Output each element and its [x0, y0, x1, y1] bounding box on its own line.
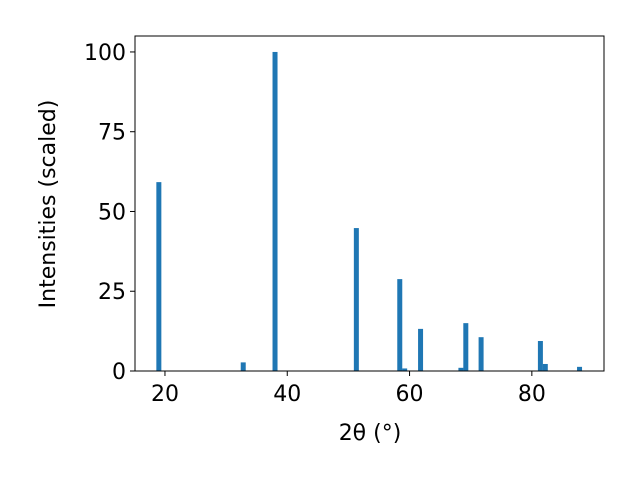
bar [402, 368, 408, 371]
x-tick-label: 80 [518, 382, 546, 407]
x-tick-label: 40 [273, 382, 301, 407]
x-tick-label: 20 [151, 382, 179, 407]
bar [542, 363, 548, 371]
y-tick-label: 0 [112, 360, 126, 385]
bar [537, 341, 543, 371]
bar [240, 362, 246, 371]
bar [463, 323, 469, 371]
bar [418, 328, 424, 371]
y-axis-label: Intensities (scaled) [36, 100, 61, 309]
bar [272, 51, 278, 371]
x-axis-label: 2θ (°) [339, 421, 402, 446]
bar [156, 182, 162, 371]
bar [478, 337, 484, 371]
bar [397, 279, 403, 371]
y-tick-label: 75 [98, 121, 126, 146]
y-tick-label: 100 [84, 41, 126, 66]
y-tick-label: 25 [98, 280, 126, 305]
bar [577, 366, 583, 371]
x-tick-label: 60 [396, 382, 424, 407]
plot-frame [134, 35, 605, 372]
bar [353, 228, 359, 371]
y-tick-label: 50 [98, 200, 126, 225]
bar [458, 367, 464, 371]
